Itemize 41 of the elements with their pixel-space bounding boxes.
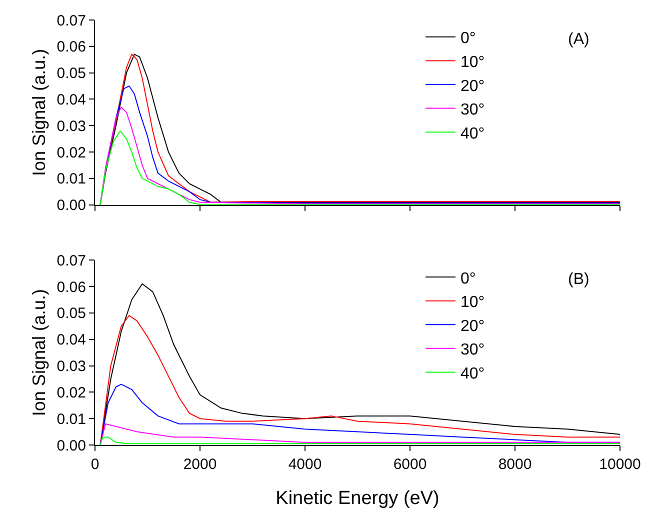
y-tick-label: 0.02 <box>56 384 86 402</box>
y-tick-label: 0.04 <box>56 332 86 349</box>
y-tick-label: 0.06 <box>56 278 86 296</box>
y-tick-label: 0.00 <box>56 437 86 454</box>
legend-label: 20° <box>460 318 485 335</box>
x-tick-label: 4000 <box>288 456 322 473</box>
y-axis-title: Ion Signal (a.u.) <box>28 48 49 176</box>
legend-label: 0° <box>460 270 476 288</box>
y-tick-label: 0.00 <box>56 197 86 214</box>
y-tick-label: 0.07 <box>56 252 86 270</box>
legend-label: 40° <box>460 365 485 382</box>
x-tick-label: 8000 <box>498 456 532 473</box>
annotation: (A) <box>568 31 590 48</box>
legend-label: 20° <box>460 78 485 95</box>
x-tick-label: 2000 <box>183 456 217 473</box>
legend-label: 30° <box>460 102 485 119</box>
y-tick-label: 0.03 <box>56 358 86 376</box>
legend-label: 10° <box>460 54 485 71</box>
legend-label: 10° <box>460 294 485 312</box>
x-tick-label: 6000 <box>393 456 427 473</box>
line-series <box>100 436 620 445</box>
line-series <box>100 315 620 445</box>
x-tick-label: 0 <box>90 456 100 473</box>
y-tick-label: 0.07 <box>56 12 86 30</box>
y-tick-label: 0.01 <box>56 410 86 428</box>
y-tick-label: 0.05 <box>56 305 86 322</box>
legend-label: 30° <box>460 342 485 359</box>
y-tick-label: 0.03 <box>56 118 86 135</box>
y-tick-label: 0.02 <box>56 144 86 162</box>
y-tick-label: 0.06 <box>56 38 86 56</box>
line-series <box>100 423 620 445</box>
legend-label: 0° <box>460 30 476 48</box>
y-axis-title: Ion Signal (a.u.) <box>28 289 49 416</box>
annotation: (B) <box>568 271 590 288</box>
y-tick-label: 0.01 <box>56 170 86 188</box>
line-series <box>100 54 620 205</box>
y-tick-label: 0.05 <box>56 65 86 82</box>
x-tick-label: 10000 <box>599 456 641 473</box>
y-tick-label: 0.04 <box>56 91 86 108</box>
legend-label: 40° <box>460 125 485 142</box>
x-axis-title: Kinetic Energy (eV) <box>276 488 440 509</box>
